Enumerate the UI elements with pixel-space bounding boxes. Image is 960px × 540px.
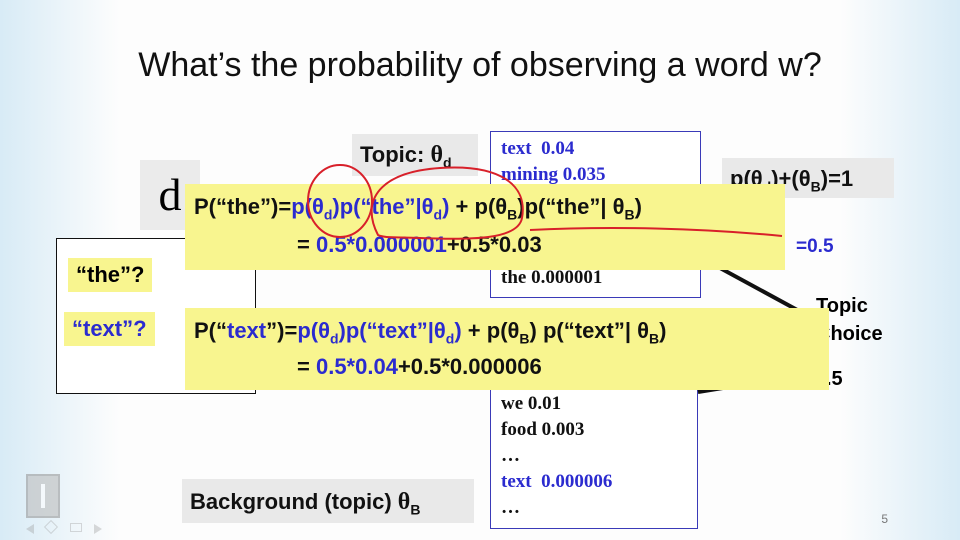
presenter-logo-icon	[26, 474, 60, 518]
menu-icon[interactable]	[70, 523, 82, 532]
formula-text-line2: = 0.5*0.04+0.5*0.000006	[297, 354, 542, 379]
formula-the-box	[185, 184, 785, 270]
topic-choice-half: .5	[826, 368, 843, 390]
background-word-row: text 0.000006	[501, 471, 613, 492]
topic-label-sub: d	[443, 154, 452, 171]
formula-text-line1: P(“text”)=p(θd)p(“text”|θd) + p(θB) p(“t…	[194, 318, 667, 347]
background-word-row: …	[501, 497, 520, 518]
background-label: Background (topic) θB	[182, 479, 474, 523]
question-text: “text”?	[64, 312, 155, 346]
background-word-box: we 0.01 food 0.003 … text 0.000006 …	[490, 380, 698, 529]
presenter-toolbar[interactable]	[26, 519, 136, 535]
background-word-row: …	[501, 445, 520, 466]
next-slide-icon[interactable]	[94, 524, 102, 534]
prev-slide-icon[interactable]	[26, 524, 34, 534]
background-word-row: we 0.01	[501, 393, 562, 414]
question-the: “the”?	[68, 258, 153, 292]
topic-label: Topic: θd	[352, 134, 478, 176]
topic-label-symbol: θ	[430, 142, 443, 168]
pen-icon[interactable]	[43, 519, 59, 535]
topic-word-row: text 0.04	[501, 138, 575, 159]
formula-the-line1: P(“the”)=p(θd)p(“the”|θd) + p(θB)p(“the”…	[194, 194, 642, 223]
page-number: 5	[881, 512, 888, 526]
background-word-row: food 0.003	[501, 419, 585, 440]
slide-title: What’s the probability of observing a wo…	[138, 46, 822, 84]
prob-half-label: =0.5	[796, 236, 834, 257]
topic-label-text: Topic:	[360, 142, 431, 167]
topic-word-row: the 0.000001	[501, 267, 603, 288]
topic-word-row: mining 0.035	[501, 164, 606, 185]
formula-text-box	[185, 308, 829, 390]
